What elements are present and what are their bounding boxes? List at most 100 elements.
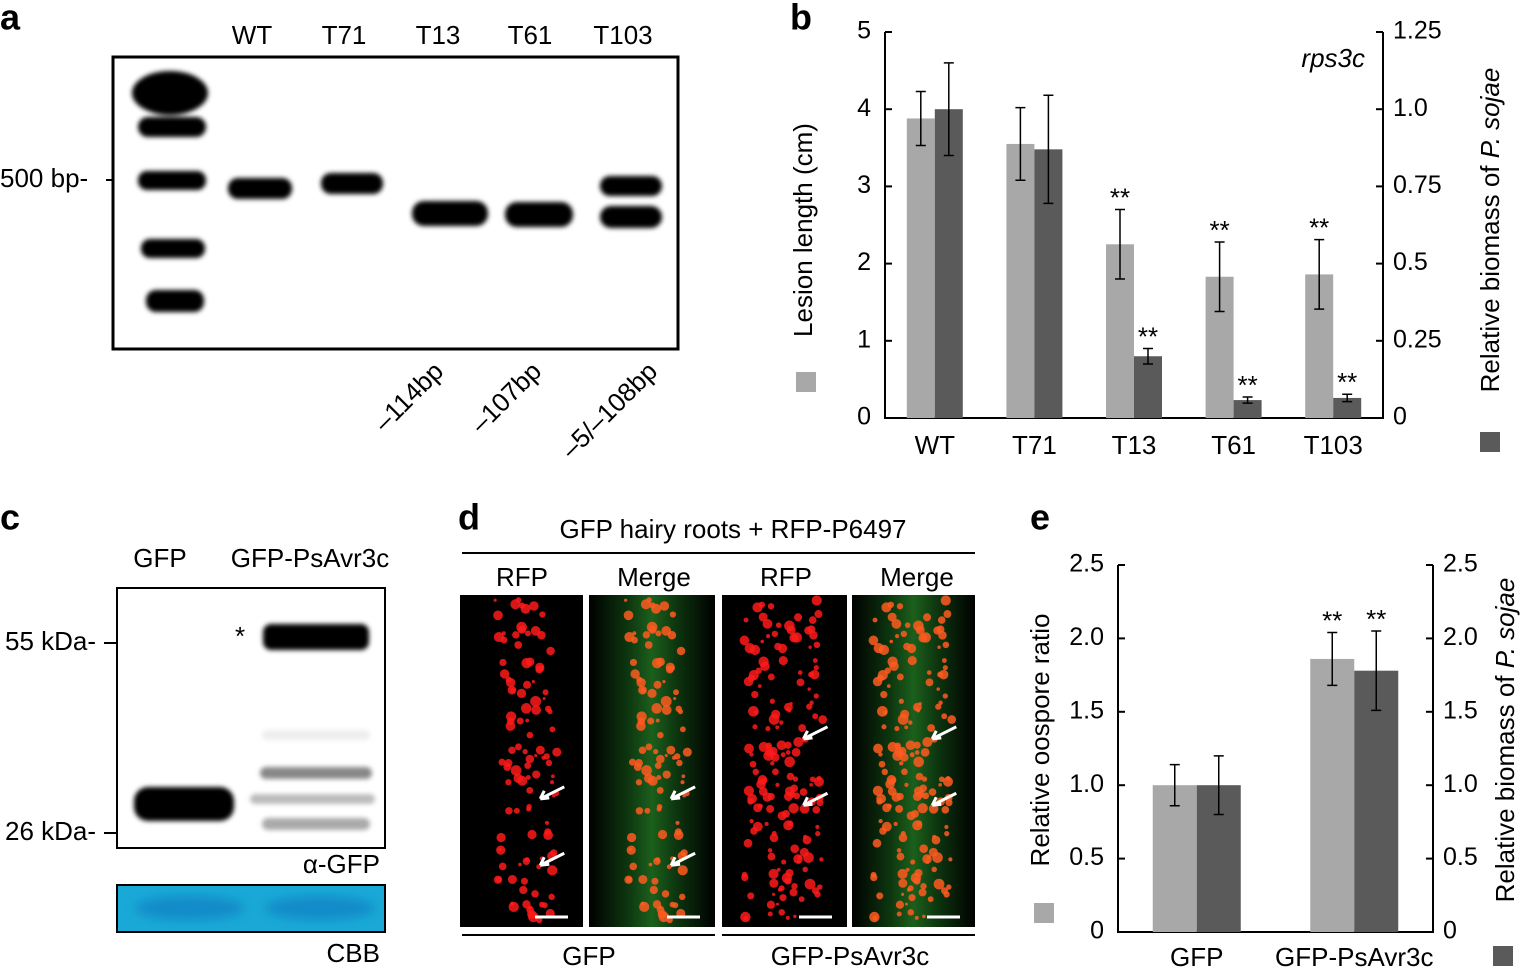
spore xyxy=(644,807,651,814)
lane-label: GFP xyxy=(133,543,186,573)
spore xyxy=(918,888,927,897)
spore xyxy=(769,878,779,888)
y-tick-label: 1.5 xyxy=(1069,696,1104,724)
spore xyxy=(767,673,775,681)
bar-chart: 0 0.5 1.0 1.5 2.0 2.5 0 0.5 1.0 1.5 2.0 2.5 GFP GFP-P… xyxy=(1025,550,1520,971)
spore xyxy=(667,630,677,640)
spore xyxy=(809,783,813,787)
y-axis-label: Relative oospore ratio xyxy=(1025,614,1055,867)
spore xyxy=(914,750,920,755)
spore xyxy=(803,852,814,863)
spore xyxy=(907,655,917,666)
y2-tick-label: 1.0 xyxy=(1443,770,1478,798)
spore xyxy=(770,761,775,766)
spore xyxy=(915,772,924,781)
column-label: RFP xyxy=(760,562,812,592)
spore xyxy=(656,775,662,780)
spore xyxy=(815,831,821,837)
spore xyxy=(947,715,957,724)
blot-panel: GFP GFP-PsAvr3c * 55 kDa- 26 kDa- α-GFP … xyxy=(5,543,389,968)
spore xyxy=(631,636,638,644)
micrograph-bg xyxy=(460,595,583,927)
spore xyxy=(813,693,819,699)
spore xyxy=(812,713,819,720)
spore xyxy=(944,824,949,830)
spore xyxy=(893,821,898,827)
spore xyxy=(819,857,824,862)
spore xyxy=(941,658,947,663)
spore xyxy=(809,776,816,783)
spore xyxy=(785,915,790,920)
bar xyxy=(1134,356,1162,418)
spore xyxy=(550,774,555,779)
spore xyxy=(635,779,643,786)
spore xyxy=(937,616,946,624)
y-tick-label: 0 xyxy=(857,403,871,431)
spore xyxy=(623,610,634,621)
spore xyxy=(525,754,535,764)
spore xyxy=(651,657,663,669)
spore xyxy=(876,674,884,682)
spore xyxy=(904,622,911,628)
spore xyxy=(913,786,924,797)
spore xyxy=(753,710,759,715)
spore xyxy=(630,669,640,679)
spore xyxy=(878,818,883,824)
spore xyxy=(876,798,883,805)
root-signal xyxy=(589,595,715,927)
spore xyxy=(913,620,924,632)
spore xyxy=(913,702,922,712)
y2-tick-label: 1.0 xyxy=(1393,94,1428,122)
x-tick-label: GFP-PsAvr3c xyxy=(1275,942,1433,971)
spore xyxy=(653,680,662,689)
spore xyxy=(530,695,542,707)
spore xyxy=(743,838,753,848)
spore xyxy=(931,835,941,845)
spore xyxy=(669,611,677,618)
spore xyxy=(680,780,685,785)
spore xyxy=(741,873,749,882)
error-bar xyxy=(1214,241,1225,313)
spore xyxy=(531,705,542,715)
spore xyxy=(909,752,915,758)
spore xyxy=(806,703,813,710)
spore xyxy=(629,862,638,871)
spore xyxy=(942,776,953,787)
spore xyxy=(900,709,910,719)
spore xyxy=(894,726,900,732)
spore xyxy=(936,625,945,634)
spore xyxy=(808,645,812,649)
spore xyxy=(762,618,773,629)
spore xyxy=(936,687,940,691)
spore xyxy=(772,892,776,896)
spore xyxy=(791,748,801,757)
spore xyxy=(546,646,555,656)
spore xyxy=(797,670,803,675)
spore xyxy=(549,780,555,785)
spore xyxy=(899,761,904,766)
spore xyxy=(811,595,822,606)
column-label: Merge xyxy=(880,562,954,592)
spore xyxy=(817,884,823,890)
spore xyxy=(896,848,902,853)
spore xyxy=(518,602,525,609)
spore xyxy=(674,753,681,760)
spore xyxy=(672,902,679,909)
spore xyxy=(542,696,546,701)
spore xyxy=(744,643,755,654)
arrow xyxy=(538,785,565,801)
spore xyxy=(747,798,754,805)
spore xyxy=(784,786,795,797)
spore xyxy=(804,878,816,890)
spore xyxy=(626,832,637,843)
bar xyxy=(1233,400,1262,418)
spore xyxy=(626,876,633,883)
spore xyxy=(783,820,794,831)
spore xyxy=(784,741,792,749)
spore xyxy=(653,748,659,755)
spore xyxy=(640,901,645,906)
spore xyxy=(513,807,520,814)
spore xyxy=(634,759,643,768)
panel-letter: b xyxy=(790,0,812,38)
spore xyxy=(767,792,775,801)
